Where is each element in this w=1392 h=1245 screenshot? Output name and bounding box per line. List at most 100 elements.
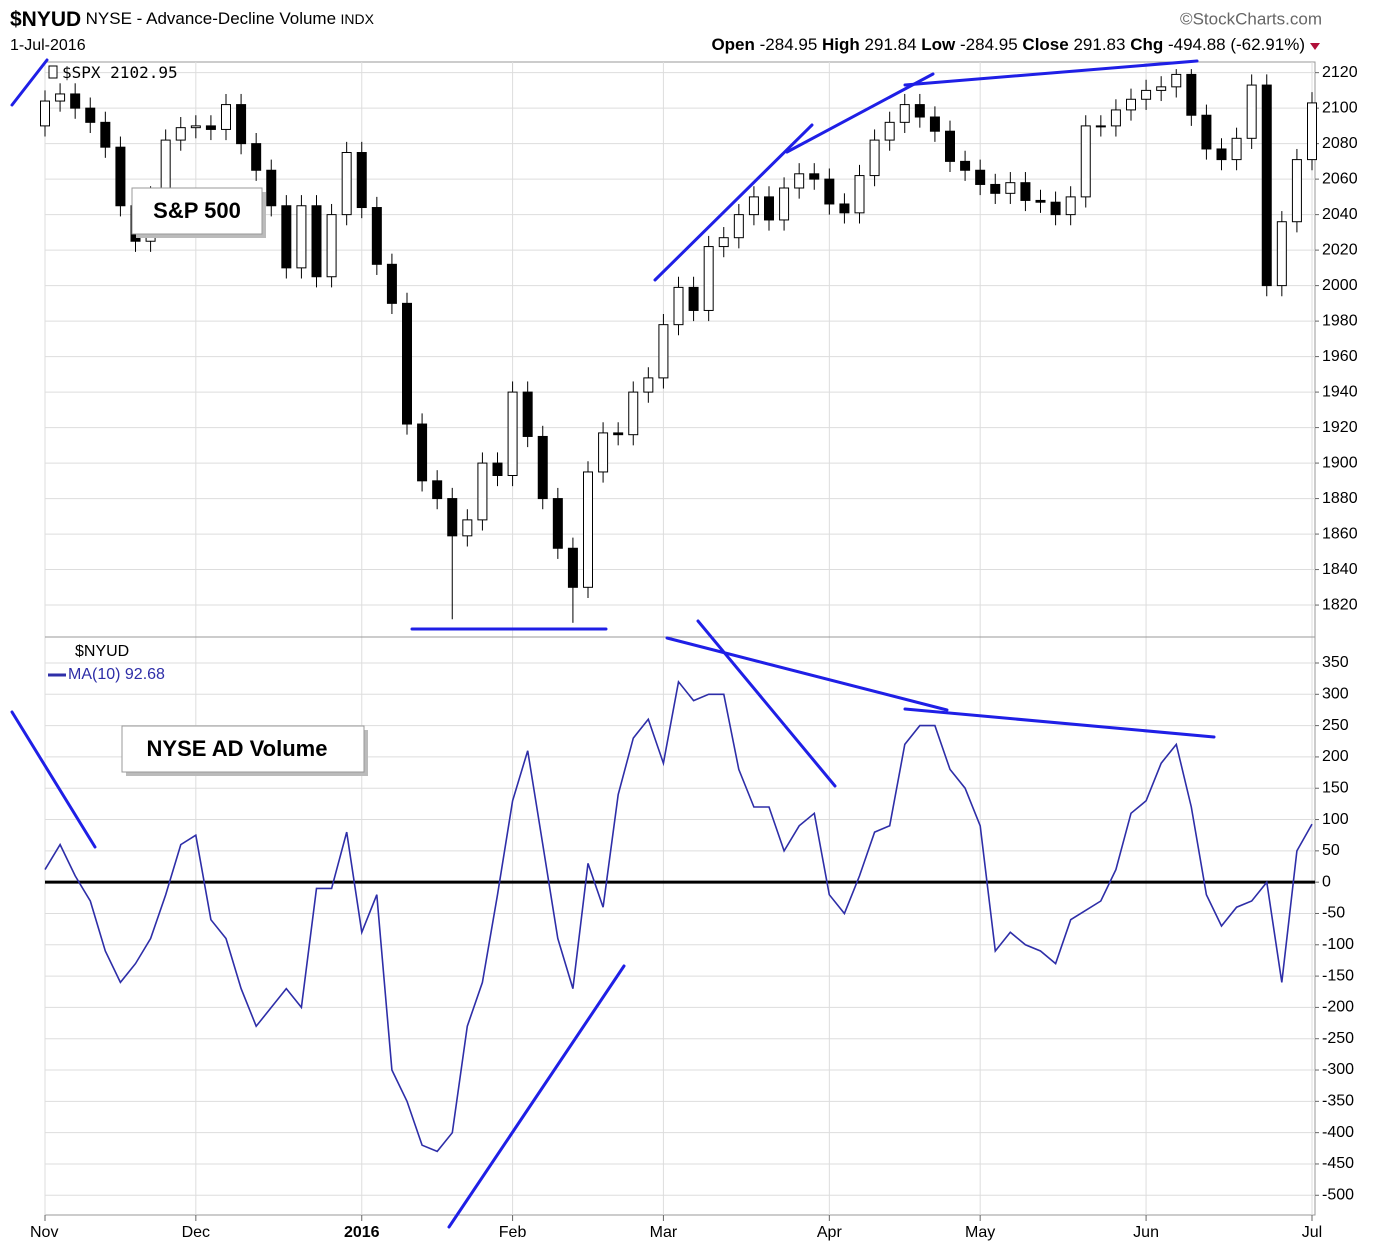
close: 291.83 [1073,35,1125,54]
y-tick-label: -500 [1322,1186,1354,1203]
candle-body [1080,125,1091,198]
candle-body [115,146,126,207]
candle-body [1186,73,1197,116]
candle-body [552,498,563,549]
candle-body [251,143,262,171]
candle-body [386,263,397,304]
y-tick-label: 1900 [1322,454,1358,471]
candle-body [1171,73,1182,88]
ohlc: Open -284.95 High 291.84 Low -284.95 Clo… [711,35,1305,54]
chg: -494.88 (-62.91%) [1168,35,1305,54]
down-arrow [1310,43,1320,50]
trendline [903,59,1199,87]
candle-body [794,173,805,189]
open: -284.95 [760,35,818,54]
x-tick-label: Mar [650,1224,678,1241]
header: $NYUD NYSE - Advance-Decline Volume INDX [10,8,375,31]
candle-body [311,205,322,278]
y-tick-label: 1980 [1322,312,1358,329]
candle-body [190,125,201,129]
x-tick-label: Apr [817,1224,843,1241]
candle-body [221,104,231,130]
y-tick-label: 2040 [1322,206,1358,223]
y-tick-label: -350 [1322,1093,1354,1110]
y-tick-label: -300 [1322,1061,1354,1078]
y-tick-label: 1860 [1322,525,1358,542]
candle-body [899,104,910,123]
candle-body [175,127,186,141]
trendline [785,72,935,154]
y-tick-label: 2100 [1322,99,1358,116]
legend-symbol: $NYUD [75,643,129,660]
candle-body [1065,196,1076,216]
candle-body [643,377,654,393]
y-tick-label: 1820 [1322,596,1358,613]
y-tick-label: 300 [1322,686,1349,703]
trendline [903,707,1216,739]
candle-body [1246,84,1257,139]
candle-body [658,324,669,379]
candle-body [869,139,880,177]
candle-body [236,104,247,145]
candle-body [462,519,473,537]
trendline [10,58,49,107]
candle-body [477,462,488,521]
annotation-box [121,725,365,773]
candle-body [748,196,759,216]
x-tick-label: Jun [1133,1224,1159,1241]
y-tick-label: -150 [1322,967,1354,984]
candle-body [1307,102,1317,161]
x-tick-label: Jul [1302,1224,1322,1241]
candle-body [432,480,443,500]
y-tick-label: 2000 [1322,277,1358,294]
candle-body [1201,114,1212,150]
candle-body [1141,89,1152,100]
y-tick-label: 0 [1322,873,1331,890]
candle-body [447,498,458,537]
candle-body [266,169,277,207]
y-tick-label: 350 [1322,654,1349,671]
candle-body [40,100,50,127]
trendlines [10,58,1216,1229]
legend-value: 92.68 [125,666,165,683]
candle-body [613,432,624,436]
y-tick-label: 2060 [1322,170,1358,187]
candle-body [1050,201,1061,216]
candle-body [205,125,216,130]
legend-name: $SPX [62,63,101,82]
open-label: Open [711,35,754,54]
candle-body [960,160,971,171]
legend-icon [48,65,58,79]
marks [40,69,1317,1153]
annotation: NYSE AD Volume [147,736,328,761]
candle-body [764,196,774,221]
trendline [10,710,97,849]
y-tick-label: -400 [1322,1124,1354,1141]
y-tick-label: -450 [1322,1155,1354,1172]
candle-body [1110,109,1121,127]
candle-body [537,435,548,500]
candle-body [70,93,81,109]
candle-body [688,286,699,311]
y-tick-label: 2080 [1322,135,1358,152]
y-tick-label: -100 [1322,936,1354,953]
candle-body [975,169,986,185]
date: 1-Jul-2016 [10,37,86,54]
candle-body [1291,159,1302,223]
y-tick-label: 150 [1322,779,1349,796]
x-tick-label: May [965,1224,995,1241]
legend-value: 2102.95 [110,63,177,82]
trendline [447,964,626,1229]
annotation: S&P 500 [153,198,241,223]
candle-body [1276,221,1287,287]
y-tick-label: 1940 [1322,383,1358,400]
y-tick-label: -50 [1322,905,1345,922]
x-tick-label: Feb [499,1224,527,1241]
candle-body [567,547,578,588]
candle-body [85,107,96,123]
candle-body [703,246,714,311]
exchange: INDX [341,11,375,27]
trendline [696,619,837,788]
trendline [653,123,814,282]
